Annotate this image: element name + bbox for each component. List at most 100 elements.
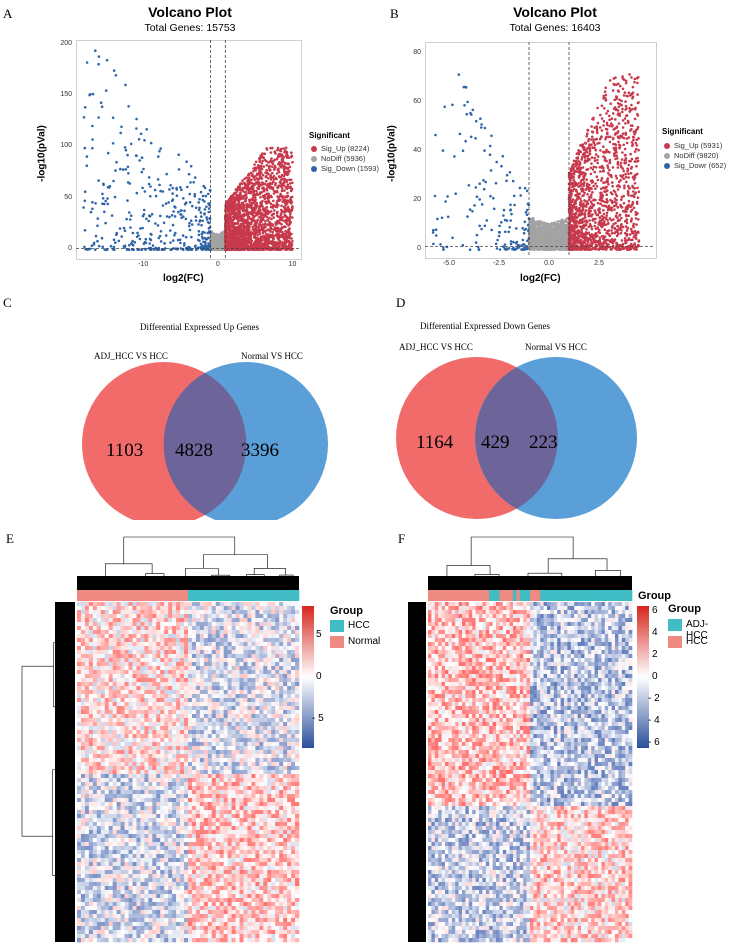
down-point bbox=[83, 245, 86, 249]
down-point bbox=[152, 248, 156, 251]
up-point bbox=[274, 223, 278, 226]
down-point bbox=[129, 142, 133, 146]
up-point bbox=[285, 187, 289, 190]
down-point bbox=[194, 206, 198, 210]
up-point bbox=[290, 244, 293, 248]
down-point bbox=[100, 236, 104, 240]
down-point bbox=[96, 217, 100, 220]
up-point bbox=[270, 187, 274, 190]
up-point bbox=[262, 189, 266, 193]
up-point bbox=[270, 182, 274, 185]
up-point bbox=[231, 208, 235, 212]
down-point bbox=[138, 237, 142, 241]
nodiff-point bbox=[220, 241, 223, 245]
up-point bbox=[250, 174, 254, 178]
down-point bbox=[188, 192, 192, 196]
up-point bbox=[234, 242, 237, 245]
up-point bbox=[241, 179, 244, 182]
down-point bbox=[91, 200, 94, 204]
down-point bbox=[192, 181, 195, 184]
up-point bbox=[251, 216, 255, 220]
down-point bbox=[106, 202, 110, 206]
up-point bbox=[257, 166, 260, 170]
up-point bbox=[257, 187, 261, 190]
up-point bbox=[253, 231, 257, 234]
up-point bbox=[256, 234, 259, 237]
up-point bbox=[232, 217, 236, 221]
down-point bbox=[91, 124, 94, 128]
up-point bbox=[260, 242, 263, 246]
up-point bbox=[253, 219, 256, 223]
up-point bbox=[262, 227, 265, 231]
up-point bbox=[243, 236, 246, 240]
up-point bbox=[271, 204, 275, 208]
up-point bbox=[290, 151, 293, 154]
up-point bbox=[239, 248, 243, 252]
down-point bbox=[182, 197, 185, 200]
up-point bbox=[280, 218, 284, 222]
panel-label-a: A bbox=[3, 6, 13, 21]
up-point bbox=[288, 232, 292, 236]
up-point bbox=[262, 196, 266, 199]
up-point bbox=[276, 186, 279, 189]
down-point bbox=[203, 212, 206, 215]
up-point bbox=[270, 165, 274, 168]
nodiff-point bbox=[217, 239, 220, 242]
down-point bbox=[108, 184, 112, 188]
up-point bbox=[257, 225, 260, 229]
up-point bbox=[264, 200, 267, 203]
down-point bbox=[198, 197, 201, 201]
down-point bbox=[174, 231, 177, 235]
up-point bbox=[252, 201, 255, 205]
up-point bbox=[280, 173, 284, 177]
down-point bbox=[122, 245, 126, 248]
up-point bbox=[281, 200, 285, 204]
up-point bbox=[275, 189, 279, 193]
up-point bbox=[244, 194, 247, 198]
down-point bbox=[91, 92, 95, 96]
up-point bbox=[243, 177, 246, 181]
up-point bbox=[263, 152, 267, 156]
up-point bbox=[288, 220, 291, 223]
up-point bbox=[282, 233, 285, 236]
down-point bbox=[118, 227, 122, 230]
up-point bbox=[291, 216, 294, 219]
down-point bbox=[161, 204, 165, 207]
up-point bbox=[267, 223, 271, 227]
up-point bbox=[288, 178, 291, 182]
down-point bbox=[207, 230, 211, 233]
up-point bbox=[284, 201, 287, 205]
down-point bbox=[133, 241, 137, 244]
down-point bbox=[111, 116, 115, 120]
up-point bbox=[289, 212, 292, 216]
up-point bbox=[258, 191, 262, 194]
up-point bbox=[262, 165, 265, 168]
up-point bbox=[230, 241, 233, 245]
up-point bbox=[261, 248, 265, 252]
up-point bbox=[264, 206, 267, 210]
up-point bbox=[274, 205, 277, 208]
up-point bbox=[290, 188, 294, 191]
down-point bbox=[145, 217, 148, 221]
up-point bbox=[261, 152, 264, 155]
up-point bbox=[228, 197, 231, 201]
up-point bbox=[286, 200, 289, 203]
up-point bbox=[277, 162, 280, 166]
up-point bbox=[276, 210, 279, 214]
down-point bbox=[102, 182, 105, 186]
down-point bbox=[204, 238, 208, 241]
down-point bbox=[205, 218, 209, 221]
down-point bbox=[172, 210, 175, 213]
down-point bbox=[114, 169, 117, 172]
down-point bbox=[189, 164, 193, 168]
up-point bbox=[237, 220, 240, 223]
down-point bbox=[177, 168, 181, 171]
up-point bbox=[251, 243, 255, 246]
down-point bbox=[194, 215, 198, 218]
xtick-label: 10 bbox=[288, 261, 297, 268]
down-point bbox=[161, 190, 165, 193]
up-point bbox=[272, 212, 276, 216]
up-point bbox=[283, 213, 286, 216]
up-point bbox=[270, 217, 273, 221]
down-point bbox=[200, 232, 204, 236]
